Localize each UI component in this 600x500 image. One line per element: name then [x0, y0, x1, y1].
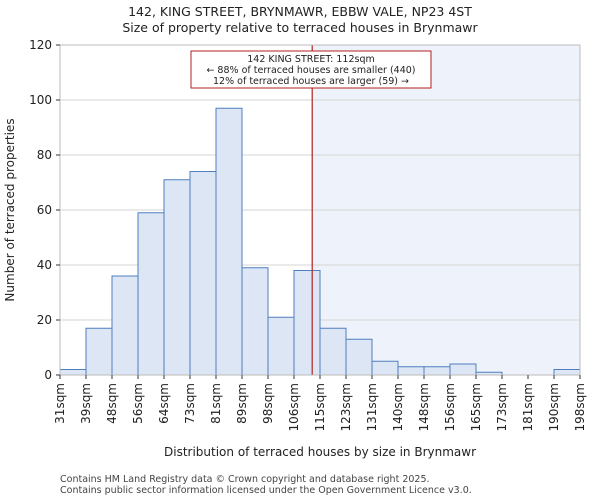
- x-tick-label: 64sqm: [157, 383, 171, 424]
- bar: [241, 267, 269, 376]
- annotation-line: ← 88% of terraced houses are smaller (44…: [206, 65, 415, 76]
- x-tick-label: 123sqm: [339, 383, 353, 431]
- bar: [319, 327, 347, 376]
- bar: [449, 363, 477, 376]
- footer-line-1: Contains HM Land Registry data © Crown c…: [60, 474, 430, 485]
- x-tick-label: 173sqm: [495, 383, 509, 431]
- bar: [371, 360, 399, 376]
- x-tick-label: 106sqm: [287, 383, 301, 431]
- annotation-line: 12% of terraced houses are larger (59) →: [213, 76, 409, 87]
- bar: [215, 107, 243, 376]
- y-tick-label: 60: [37, 203, 52, 217]
- bar: [293, 270, 321, 376]
- x-tick-label: 131sqm: [365, 383, 379, 431]
- x-tick-label: 39sqm: [79, 383, 93, 424]
- bar: [345, 338, 373, 376]
- bar: [111, 275, 139, 376]
- y-tick-label: 0: [44, 368, 52, 382]
- x-tick-label: 73sqm: [183, 383, 197, 424]
- x-tick-label: 48sqm: [105, 383, 119, 424]
- x-tick-label: 140sqm: [391, 383, 405, 431]
- y-axis-label: Number of terraced properties: [3, 118, 17, 301]
- y-tick-label: 20: [37, 313, 52, 327]
- y-tick-label: 40: [37, 258, 52, 272]
- footer-line-2: Contains public sector information licen…: [60, 485, 472, 496]
- annotation-line: 142 KING STREET: 112sqm: [247, 54, 374, 65]
- bar: [423, 366, 451, 376]
- x-tick-label: 190sqm: [547, 383, 561, 431]
- x-tick-label: 89sqm: [235, 383, 249, 424]
- x-tick-label: 181sqm: [521, 383, 535, 431]
- x-tick-label: 98sqm: [261, 383, 275, 424]
- x-tick-label: 115sqm: [313, 383, 327, 431]
- y-tick-label: 120: [29, 38, 52, 52]
- x-tick-label: 165sqm: [469, 383, 483, 431]
- x-tick-label: 81sqm: [209, 383, 223, 424]
- y-tick-label: 80: [37, 148, 52, 162]
- bar: [267, 316, 295, 376]
- x-tick-label: 31sqm: [53, 383, 67, 424]
- y-tick-label: 100: [29, 93, 52, 107]
- x-tick-label: 56sqm: [131, 383, 145, 424]
- bar: [163, 179, 191, 376]
- x-tick-label: 148sqm: [417, 383, 431, 431]
- chart-title: 142, KING STREET, BRYNMAWR, EBBW VALE, N…: [128, 4, 472, 19]
- annotation-box: [190, 50, 432, 89]
- x-tick-label: 198sqm: [573, 383, 587, 431]
- bar: [59, 369, 87, 376]
- bar: [189, 171, 217, 376]
- bar: [553, 369, 581, 376]
- x-tick-label: 156sqm: [443, 383, 457, 431]
- bar: [85, 327, 113, 376]
- chart-subtitle: Size of property relative to terraced ho…: [122, 20, 478, 35]
- bar: [137, 212, 165, 376]
- bar: [397, 366, 425, 376]
- x-axis-label: Distribution of terraced houses by size …: [164, 445, 476, 459]
